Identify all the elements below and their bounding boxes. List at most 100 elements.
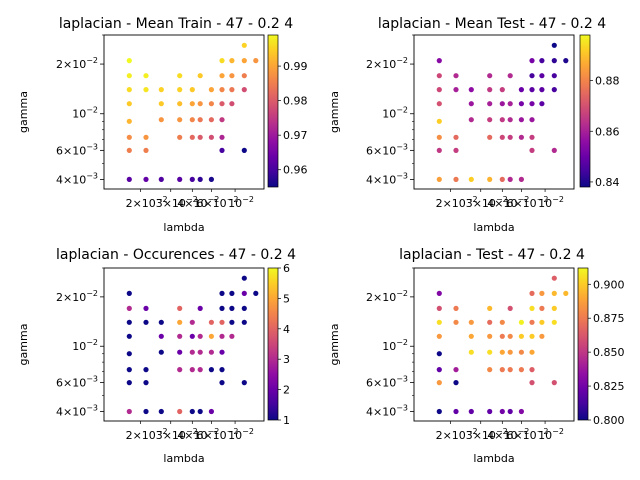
data-point: [158, 319, 164, 325]
data-point: [177, 134, 183, 140]
data-point: [177, 176, 183, 182]
data-point: [241, 305, 247, 311]
data-point: [436, 290, 442, 296]
data-point: [487, 319, 493, 325]
x-tick-label: 6×10−2: [506, 427, 548, 442]
colorbar-tick-label: 3: [283, 353, 290, 366]
x-tick-label: 3×10−2: [156, 427, 198, 442]
colorbar-tick-label: 0.97: [283, 129, 308, 142]
chart-title: laplacian - Mean Test - 47 - 0.2 4: [378, 16, 606, 32]
y-axis-label: gamma: [17, 324, 30, 366]
colorbar-tick-label: 0.900: [593, 278, 625, 291]
colorbar-tick-label: 0.99: [283, 60, 308, 73]
data-point: [499, 367, 505, 373]
data-point: [529, 380, 535, 386]
colorbar-tick-label: 1: [283, 414, 290, 427]
x-axis-label: lambda: [163, 452, 204, 465]
data-point: [158, 333, 164, 339]
data-point: [189, 176, 195, 182]
colorbar-tick-label: 0.98: [283, 95, 308, 108]
data-point: [499, 101, 505, 107]
data-point: [143, 73, 149, 79]
data-point: [143, 134, 149, 140]
plot-frame: [413, 267, 575, 422]
data-point: [126, 305, 132, 311]
x-tick-label: 2×10−2: [436, 427, 478, 442]
y-tick-label: 2×10−2: [366, 289, 408, 304]
data-point: [208, 176, 214, 182]
data-point: [436, 305, 442, 311]
colorbar-tick-label: 5: [283, 292, 290, 305]
data-point: [158, 176, 164, 182]
data-point: [158, 101, 164, 107]
data-point: [499, 176, 505, 182]
data-point: [219, 290, 225, 296]
data-point: [197, 305, 203, 311]
x-axis-label: lambda: [163, 221, 204, 234]
y-axis-label: gamma: [328, 324, 341, 366]
data-point: [126, 290, 132, 296]
y-tick-label: 6×10−3: [56, 142, 98, 157]
data-point: [507, 176, 513, 182]
data-point: [529, 147, 535, 153]
data-point: [539, 73, 545, 79]
data-point: [219, 305, 225, 311]
data-point: [518, 134, 525, 140]
data-point: [241, 42, 247, 48]
data-point: [219, 319, 225, 325]
data-point: [219, 380, 225, 386]
data-point: [529, 290, 535, 296]
colorbar-tick-label: 0.875: [593, 312, 625, 325]
y-tick-label: 4×10−3: [366, 403, 408, 418]
y-tick-label: 6×10−3: [366, 375, 408, 390]
data-point: [507, 349, 513, 355]
data-point: [487, 134, 493, 140]
data-point: [507, 408, 513, 415]
y-tick-label: 6×10−3: [366, 142, 408, 157]
data-point: [208, 134, 214, 140]
data-point: [143, 380, 149, 386]
chart-title: laplacian - Test - 47 - 0.2 4: [399, 247, 585, 263]
data-point: [253, 58, 259, 64]
data-point: [197, 117, 203, 123]
data-point: [177, 349, 183, 355]
data-point: [219, 147, 225, 153]
y-tick-label: 2×10−2: [56, 289, 98, 304]
data-point: [453, 367, 459, 373]
data-point: [177, 87, 183, 93]
data-point: [143, 319, 149, 325]
data-point: [189, 101, 195, 107]
data-point: [453, 73, 459, 79]
data-point: [563, 290, 569, 296]
x-tick-label: 10−2: [538, 195, 564, 210]
data-point: [453, 176, 459, 182]
data-point: [468, 408, 474, 415]
data-point: [219, 117, 225, 123]
data-point: [499, 333, 505, 339]
data-point: [551, 290, 557, 296]
data-point: [487, 101, 493, 107]
data-point: [208, 117, 214, 123]
y-tick-label: 10−2: [382, 338, 408, 353]
y-tick-label: 10−2: [382, 106, 408, 121]
data-point: [507, 134, 513, 140]
data-point: [529, 101, 535, 107]
data-point: [487, 408, 493, 415]
data-point: [219, 73, 225, 79]
subplot-3: laplacian - Occurences - 47 - 0.2 4 4×10−…: [17, 247, 296, 465]
data-point: [453, 134, 459, 140]
data-point: [189, 333, 195, 339]
data-point: [229, 58, 235, 64]
chart-title: laplacian - Mean Train - 47 - 0.2 4: [59, 16, 293, 32]
y-tick-label: 10−2: [72, 338, 98, 353]
data-point: [241, 319, 247, 325]
data-point: [158, 87, 164, 93]
colorbar-tick-label: 6: [283, 262, 290, 275]
x-tick-label: 4×10−2: [487, 195, 529, 210]
data-point: [436, 101, 442, 107]
data-point: [436, 408, 442, 415]
data-point: [539, 319, 545, 325]
data-point: [551, 147, 557, 153]
data-point: [468, 87, 474, 93]
